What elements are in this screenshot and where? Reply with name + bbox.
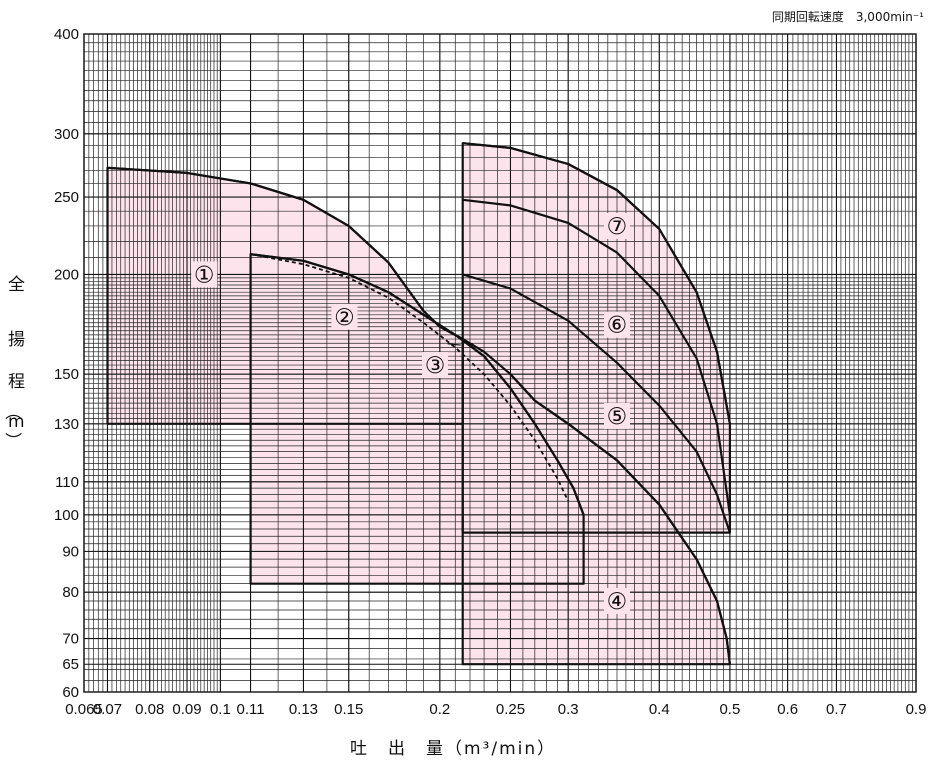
- x-tick-label: 0.1: [210, 701, 231, 718]
- chart-grid: [83, 33, 917, 693]
- curve-label-bg: [331, 303, 358, 330]
- x-axis-label: 吐 出 量（m³/min）: [350, 739, 557, 759]
- curve-label-4: ④: [607, 589, 628, 615]
- y-tick-label: 80: [62, 584, 79, 601]
- y-tick-label: 60: [62, 684, 79, 701]
- curve-label-bg: [603, 402, 630, 429]
- x-tick-label: 0.15: [334, 701, 363, 718]
- curve-3-pointer: [447, 343, 461, 346]
- x-tick-label: 0.09: [172, 701, 201, 718]
- y-tick-label: 65: [62, 656, 79, 673]
- x-tick-label: 0.7: [826, 701, 847, 718]
- curve-label-5: ⑤: [607, 404, 628, 430]
- x-tick-label: 0.25: [496, 701, 525, 718]
- plot-frame: [83, 33, 917, 693]
- x-tick-label: 0.6: [777, 701, 798, 718]
- region-fill-4: [462, 143, 730, 533]
- curve-5: [462, 273, 731, 533]
- x-tick-label: 0.065: [65, 701, 103, 718]
- curve-label-7: ⑦: [607, 214, 628, 240]
- rotation-speed-note: 同期回転速度 3,000min⁻¹: [771, 10, 924, 24]
- curve-3: [250, 253, 570, 502]
- y-axis-label-char: 揚: [8, 330, 25, 350]
- curve-label-bg: [603, 212, 630, 239]
- curve-label-bg: [422, 352, 449, 379]
- y-axis-label-char: ）: [2, 432, 22, 449]
- y-tick-label: 250: [54, 189, 79, 206]
- x-tick-label: 0.3: [558, 701, 579, 718]
- curve-label-2: ②: [334, 305, 355, 331]
- y-tick-label: 130: [54, 416, 79, 433]
- y-tick-label: 400: [54, 26, 79, 43]
- x-tick-label: 0.9: [906, 701, 927, 718]
- x-tick-label: 0.5: [719, 701, 740, 718]
- curve-4: [509, 373, 731, 665]
- curve-2: [250, 253, 585, 516]
- y-axis-label-char: 程: [8, 372, 25, 392]
- y-axis-label-char: m: [8, 412, 25, 432]
- curve-7: [462, 142, 731, 424]
- curve-label-bg: [603, 588, 630, 615]
- y-tick-label: 110: [55, 474, 79, 491]
- y-axis-label-char: 全: [8, 275, 25, 295]
- curve-6: [462, 198, 731, 515]
- x-tick-label: 0.07: [93, 701, 122, 718]
- x-tick-label: 0.13: [289, 701, 318, 718]
- curve-labels: ① ② ③ ④ ⑤ ⑥ ⑦: [191, 212, 630, 615]
- y-tick-label: 300: [54, 126, 79, 143]
- curve-label-3: ③: [425, 353, 446, 379]
- x-tick-label: 0.08: [135, 701, 164, 718]
- curve-label-bg: [191, 261, 218, 288]
- x-tick-label: 0.4: [649, 701, 670, 718]
- curve-label-6: ⑥: [607, 313, 628, 339]
- curve-lines: [106, 142, 732, 666]
- curve-label-1: ①: [194, 262, 215, 288]
- y-tick-label: 200: [54, 266, 79, 283]
- y-tick-label: 100: [54, 507, 79, 524]
- y-tick-label: 70: [62, 631, 79, 648]
- y-tick-label: 150: [54, 366, 79, 383]
- curve-label-bg: [603, 311, 630, 338]
- x-tick-label: 0.11: [237, 701, 265, 718]
- y-tick-label: 90: [62, 543, 79, 560]
- x-tick-label: 0.2: [429, 701, 450, 718]
